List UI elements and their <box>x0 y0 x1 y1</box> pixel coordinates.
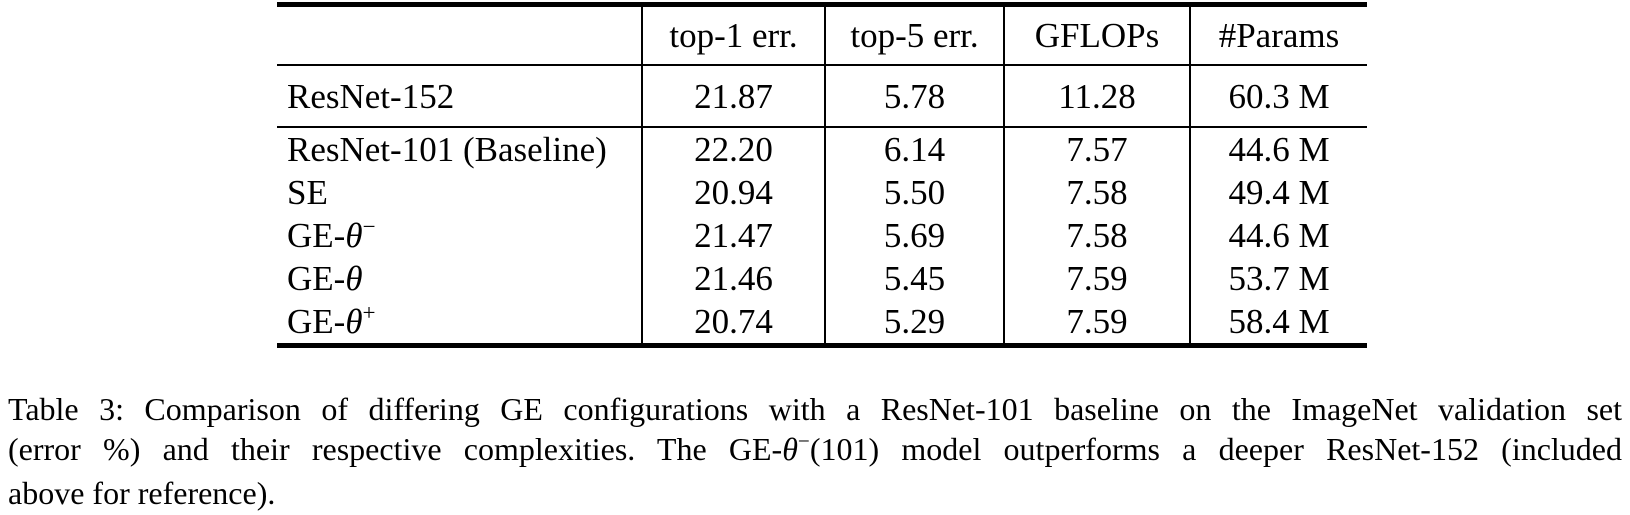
theta-superscript: − <box>797 429 810 454</box>
gflops-value: 11.28 <box>1003 65 1190 128</box>
caption-text: (101) model outperforms a deeper ResNet-… <box>809 431 1623 467</box>
caption-line-1: Table 3: Comparison of differing GE conf… <box>8 391 1622 427</box>
theta-symbol: θ <box>782 431 798 467</box>
model-name: GE- <box>287 216 346 255</box>
column-header-model <box>277 4 642 66</box>
table-row: GE-θ− 21.47 5.69 7.58 44.6 M <box>277 214 1367 257</box>
gflops-value: 7.57 <box>1003 127 1190 171</box>
column-header-top5: top-5 err. <box>824 4 1004 66</box>
model-name: ResNet-101 (Baseline) <box>287 130 607 169</box>
header-row: top-1 err. top-5 err. GFLOPs #Params <box>277 4 1367 66</box>
top1-value: 21.46 <box>641 257 825 300</box>
table-row: ResNet-152 21.87 5.78 11.28 60.3 M <box>277 65 1367 128</box>
column-header-gflops: GFLOPs <box>1003 4 1190 66</box>
theta-superscript: − <box>362 214 376 240</box>
theta-symbol: θ <box>345 302 363 341</box>
params-value: 44.6 M <box>1189 127 1367 171</box>
theta-symbol: θ <box>345 259 363 298</box>
top1-value: 20.74 <box>641 300 825 346</box>
model-label: GE-θ+ <box>277 300 642 346</box>
model-name: GE- <box>287 259 346 298</box>
caption-text: (error %) and their respective complexit… <box>8 431 783 467</box>
model-name: SE <box>287 173 328 212</box>
gflops-value: 7.59 <box>1003 300 1190 346</box>
gflops-value: 7.59 <box>1003 257 1190 300</box>
model-label: SE <box>277 171 642 214</box>
params-value: 60.3 M <box>1189 65 1367 128</box>
caption-line-3: above for reference). <box>8 475 276 511</box>
gflops-value: 7.58 <box>1003 171 1190 214</box>
top5-value: 5.78 <box>824 65 1004 128</box>
table-row: SE 20.94 5.50 7.58 49.4 M <box>277 171 1367 214</box>
params-value: 44.6 M <box>1189 214 1367 257</box>
top5-value: 6.14 <box>824 127 1004 171</box>
model-label: ResNet-152 <box>277 65 642 128</box>
model-name: ResNet-152 <box>287 76 455 116</box>
caption-line-2: (error %) and their respective complexit… <box>8 429 1622 473</box>
top1-value: 21.87 <box>641 65 825 128</box>
table-row: GE-θ 21.46 5.45 7.59 53.7 M <box>277 257 1367 300</box>
params-value: 58.4 M <box>1189 300 1367 346</box>
top1-value: 21.47 <box>641 214 825 257</box>
model-label: ResNet-101 (Baseline) <box>277 127 642 171</box>
params-value: 53.7 M <box>1189 257 1367 300</box>
top5-value: 5.45 <box>824 257 1004 300</box>
theta-symbol: θ <box>345 216 363 255</box>
model-name: GE- <box>287 302 346 341</box>
table-caption: Table 3: Comparison of differing GE conf… <box>8 389 1622 513</box>
top5-value: 5.29 <box>824 300 1004 346</box>
table-row: GE-θ+ 20.74 5.29 7.59 58.4 M <box>277 300 1367 346</box>
results-table: top-1 err. top-5 err. GFLOPs #Params Res… <box>277 2 1367 348</box>
gflops-value: 7.58 <box>1003 214 1190 257</box>
column-header-top1: top-1 err. <box>641 4 825 66</box>
table-row: ResNet-101 (Baseline) 22.20 6.14 7.57 44… <box>277 127 1367 171</box>
theta-superscript: + <box>362 300 376 326</box>
model-label: GE-θ <box>277 257 642 300</box>
column-header-params: #Params <box>1189 4 1367 66</box>
top5-value: 5.50 <box>824 171 1004 214</box>
top5-value: 5.69 <box>824 214 1004 257</box>
model-label: GE-θ− <box>277 214 642 257</box>
top1-value: 20.94 <box>641 171 825 214</box>
params-value: 49.4 M <box>1189 171 1367 214</box>
top1-value: 22.20 <box>641 127 825 171</box>
